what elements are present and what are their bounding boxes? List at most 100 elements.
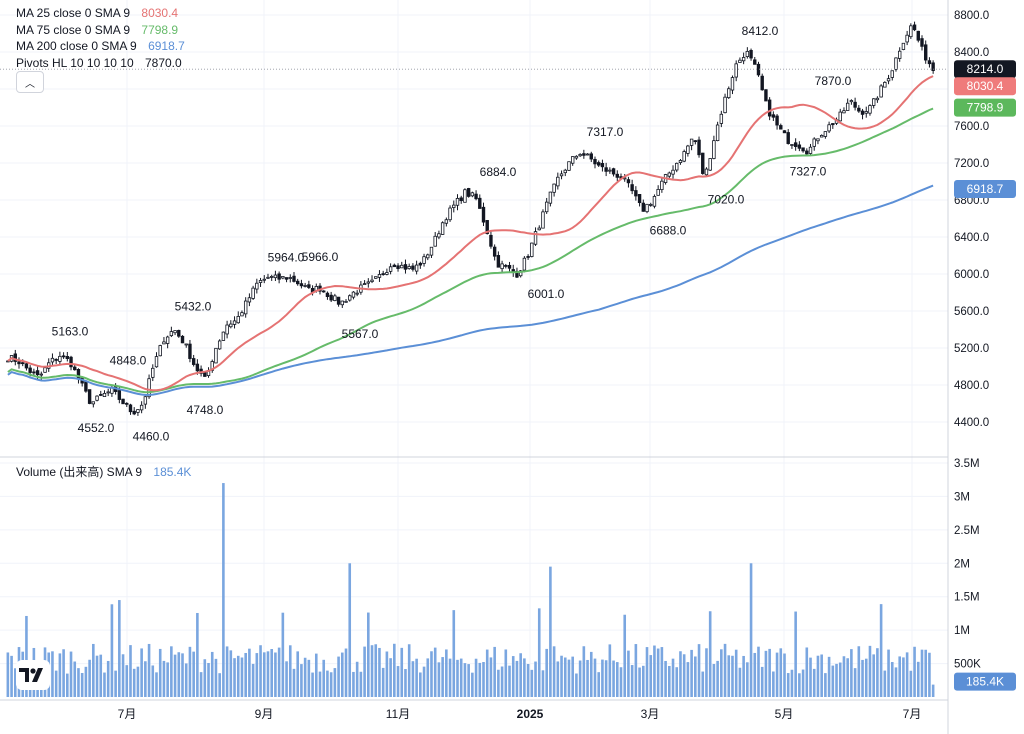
volume-bar xyxy=(786,673,790,697)
candle xyxy=(556,172,560,190)
candle xyxy=(645,203,649,214)
volume-bar xyxy=(155,672,158,697)
volume-tick-label: 3.5M xyxy=(954,458,980,470)
volume-bar xyxy=(188,646,192,697)
candle xyxy=(362,280,367,285)
volume-bar xyxy=(166,662,169,697)
candle xyxy=(106,388,110,397)
ma25-badge: 8030.4 xyxy=(967,79,1004,93)
candle xyxy=(563,168,567,177)
candle xyxy=(17,357,21,369)
candle xyxy=(355,290,359,297)
candle xyxy=(177,329,181,338)
price-tick-label: 6400.0 xyxy=(954,232,989,244)
candle xyxy=(437,230,441,240)
candle xyxy=(452,200,456,213)
candle xyxy=(247,293,252,307)
volume-bar xyxy=(248,648,251,697)
candle xyxy=(526,254,530,260)
candle xyxy=(292,272,296,283)
candle xyxy=(288,274,292,283)
volume-bar xyxy=(184,663,188,697)
volume-bar xyxy=(508,665,511,697)
volume-bar xyxy=(549,566,552,697)
volume-bar xyxy=(125,665,129,697)
volume-bar xyxy=(147,643,151,697)
volume-bar xyxy=(255,653,259,697)
volume-bar xyxy=(359,671,363,697)
candle xyxy=(593,156,597,169)
volume-bar xyxy=(838,662,842,697)
volume-legend-value: 185.4K xyxy=(153,465,192,479)
volume-bar xyxy=(240,657,244,697)
candle xyxy=(916,30,920,43)
candle xyxy=(258,277,263,287)
legend-ma25[interactable]: MA 25 close 0 SMA 9 8030.4 xyxy=(16,5,185,22)
volume-bar xyxy=(6,652,10,697)
candle xyxy=(221,331,226,341)
volume-bar xyxy=(686,662,690,697)
volume-bar xyxy=(73,661,77,697)
volume-bar xyxy=(582,646,586,697)
volume-legend[interactable]: Volume (出来高) SMA 9 185.4K xyxy=(16,463,191,480)
volume-bar xyxy=(69,651,73,697)
tradingview-logo-icon[interactable] xyxy=(16,660,50,690)
volume-bar xyxy=(920,649,924,697)
candle xyxy=(440,221,445,235)
candle xyxy=(723,93,727,114)
volume-badge-bg xyxy=(954,672,1016,691)
candle xyxy=(236,311,240,324)
candle xyxy=(924,40,928,64)
candle xyxy=(91,401,96,408)
candle xyxy=(585,153,590,156)
volume-bar xyxy=(121,654,125,697)
candle xyxy=(214,347,218,364)
volume-bar xyxy=(846,658,849,697)
volume-bar xyxy=(749,563,753,697)
volume-bar xyxy=(734,649,738,697)
legend-ma75[interactable]: MA 75 close 0 SMA 9 7798.9 xyxy=(16,22,185,39)
legend-collapse-button[interactable]: ︿ xyxy=(16,71,44,93)
ma25-line xyxy=(7,75,934,392)
volume-bar xyxy=(437,662,441,697)
volume-bar xyxy=(805,647,809,697)
pivot-label: 6688.0 xyxy=(650,223,687,237)
candle xyxy=(530,242,534,258)
candle xyxy=(801,147,805,153)
ma200-badge-bg xyxy=(954,180,1016,199)
volume-bar xyxy=(274,652,277,697)
volume-bar xyxy=(601,659,604,697)
candle xyxy=(162,337,166,345)
candle xyxy=(779,123,783,130)
price-tick-label: 5200.0 xyxy=(954,343,989,355)
legend-ma25-label: MA 25 close 0 SMA 9 xyxy=(16,6,131,20)
candle xyxy=(816,138,820,145)
candle xyxy=(675,162,679,173)
time-tick-label: 11月 xyxy=(386,707,410,721)
time-tick-label: 5月 xyxy=(775,707,794,721)
legend-ma200[interactable]: MA 200 close 0 SMA 9 6918.7 xyxy=(16,38,185,55)
volume-bar xyxy=(809,657,812,697)
pivot-label: 5432.0 xyxy=(175,300,212,314)
volume-bar xyxy=(634,644,638,697)
legend-pivots-value: 7870.0 xyxy=(144,55,182,70)
volume-bar xyxy=(630,665,634,697)
volume-bar xyxy=(337,656,340,697)
legend-pivots[interactable]: Pivots HL 10 10 10 10 7870.0 xyxy=(16,55,185,72)
candle xyxy=(478,194,482,209)
candle xyxy=(496,251,501,268)
volume-bar xyxy=(645,647,649,697)
candle xyxy=(764,89,768,102)
candle xyxy=(180,335,185,344)
volume-bar xyxy=(913,646,916,697)
candle xyxy=(463,188,467,203)
volume-bar xyxy=(493,646,496,697)
volume-bar xyxy=(541,670,545,697)
candle xyxy=(370,275,374,284)
legend-ma200-label: MA 200 close 0 SMA 9 xyxy=(16,39,137,53)
volume-bar xyxy=(575,673,578,697)
candle xyxy=(574,155,579,160)
last-price-badge: 8214.0 xyxy=(967,62,1004,76)
candle xyxy=(719,110,724,128)
